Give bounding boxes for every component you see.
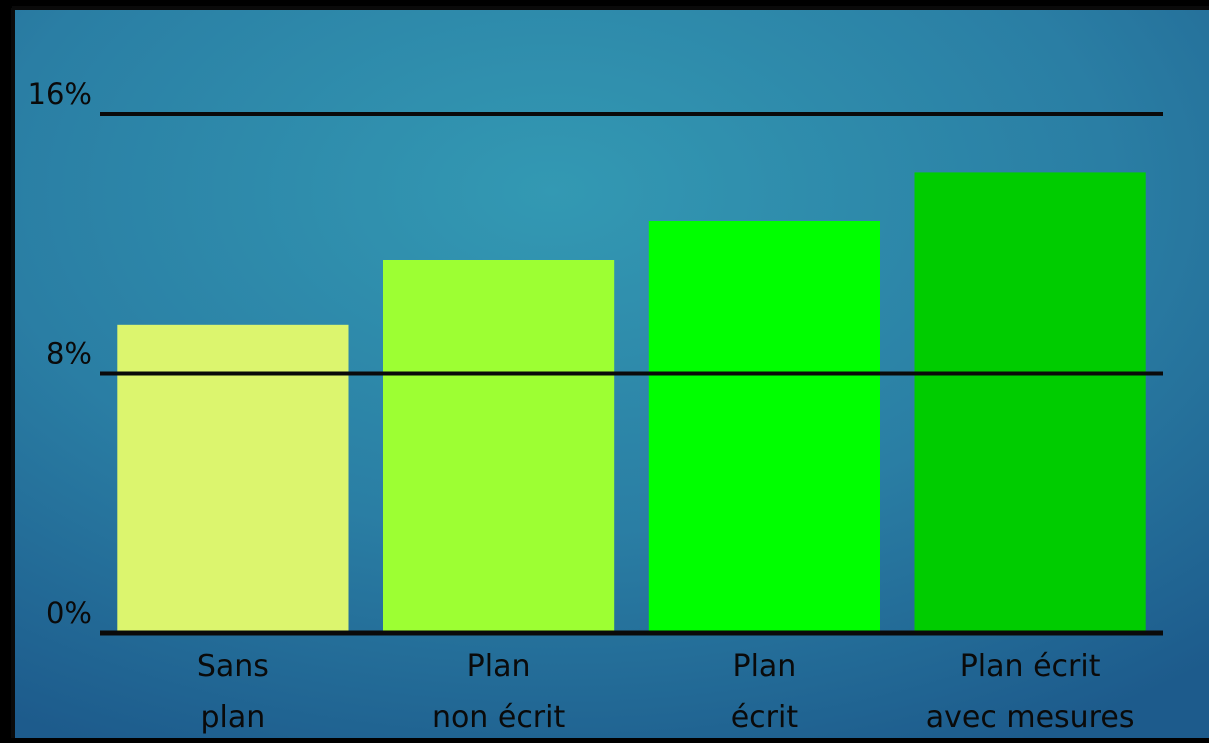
y-tick-labels: 0% 8% 16% — [28, 77, 92, 630]
y-tick-label-0: 0% — [46, 596, 92, 630]
x-tick-label-4: Plan écrit avec mesures — [926, 649, 1135, 735]
x-tick-label-2: Plan non écrit — [432, 649, 566, 735]
bar-1 — [117, 324, 349, 633]
x-tick-label-3-line-1: Plan — [732, 649, 796, 684]
bar-4 — [914, 172, 1146, 633]
x-tick-label-2-line-1: Plan — [467, 649, 531, 684]
y-tick-label-8: 8% — [46, 337, 92, 371]
x-tick-label-1-line-1: Sans — [197, 649, 269, 684]
bar-2 — [383, 260, 615, 633]
bar-3 — [648, 221, 880, 633]
grid-layer — [100, 112, 1163, 636]
x-tick-label-4-line-1: Plan écrit — [960, 649, 1101, 684]
x-tick-label-3-line-2: écrit — [731, 700, 799, 735]
x-tick-label-1-line-2: plan — [201, 700, 266, 735]
x-tick-label-1: Sans plan — [197, 649, 269, 735]
x-tick-label-3: Plan écrit — [731, 649, 799, 735]
y-tick-label-16: 16% — [28, 77, 92, 111]
bars-layer — [117, 172, 1146, 633]
x-tick-label-2-line-2: non écrit — [432, 700, 566, 735]
x-tick-label-4-line-2: avec mesures — [926, 700, 1135, 735]
